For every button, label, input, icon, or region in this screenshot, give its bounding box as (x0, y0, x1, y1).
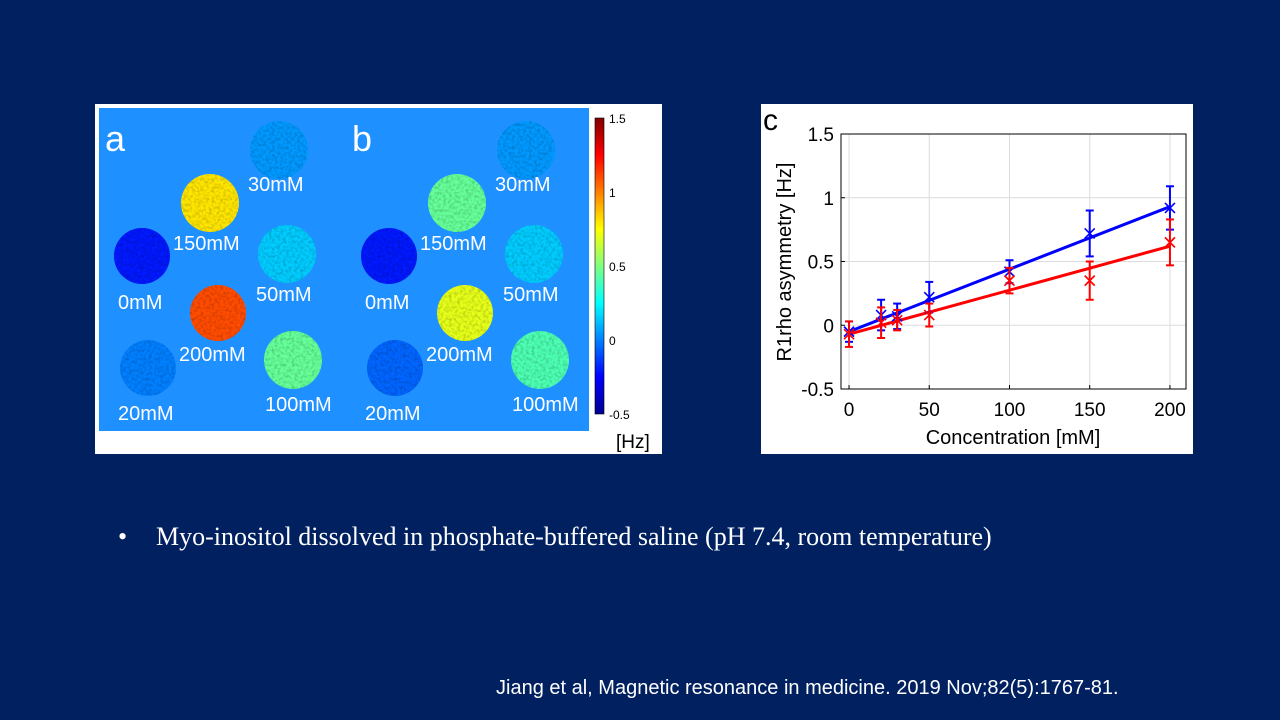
colorbar-tick-label: -0.5 (609, 408, 630, 422)
chart-ticks: 0 50 100 150 200 -0.5 0 0.5 1 1.5 (801, 125, 1186, 421)
y-tick-label: 1 (823, 189, 834, 210)
colorbar-ticks: 1.5 1 0.5 0 -0.5 (609, 112, 630, 422)
bullet-text: Myo-inositol dissolved in phosphate-buff… (156, 522, 992, 551)
phantom-label: 20mM (118, 403, 174, 425)
phantom-label: 50mM (256, 284, 312, 306)
x-marker (1084, 227, 1096, 240)
phantom-disc (428, 174, 486, 232)
phantom-disc (258, 225, 316, 283)
phantom-disc (181, 174, 239, 232)
x-marker (1164, 236, 1176, 248)
x-tick-label: 100 (994, 400, 1026, 421)
concentration-chart: c 0 50 100 150 200 -0.5 0 0.5 1 1.5 Concentration… (761, 104, 1193, 454)
r1rho-chart-svg: c 0 50 100 150 200 -0.5 0 0.5 1 1.5 Concentration… (763, 104, 1187, 449)
x-axis-label: Concentration [mM] (926, 427, 1101, 449)
x-marker (891, 314, 903, 326)
x-tick-label: 50 (919, 400, 940, 421)
x-marker (843, 328, 855, 340)
y-axis-label: R1rho asymmetry [Hz] (774, 163, 796, 362)
data-point-red (1084, 260, 1096, 301)
phantom-label: 100mM (512, 394, 579, 416)
x-marker (1164, 202, 1176, 214)
x-tick-label: 200 (1154, 400, 1186, 421)
colorbar-tick-label: 1 (609, 186, 616, 200)
phantom-label: 150mM (420, 233, 487, 255)
data-point-red (875, 306, 887, 339)
phantom-label: 0mM (118, 292, 162, 314)
phantom-disc (511, 331, 569, 389)
colorbar-unit: [Hz] (616, 432, 650, 453)
phantom-label: 200mM (179, 344, 246, 366)
phantom-disc (361, 228, 417, 284)
x-marker (923, 309, 935, 321)
phantom-disc (250, 121, 308, 179)
colorbar-tick-label: 1.5 (609, 112, 626, 126)
data-point-red (891, 308, 903, 332)
phantom-disc (190, 285, 246, 341)
phantom-disc (437, 285, 493, 341)
phantom-disc (264, 331, 322, 389)
x-tick-label: 150 (1074, 400, 1106, 421)
x-marker (1084, 275, 1096, 287)
phantom-disc (497, 121, 555, 179)
y-tick-label: 0.5 (808, 253, 834, 274)
phantom-label: 200mM (426, 344, 493, 366)
x-marker (1003, 275, 1016, 287)
phantom-label: 0mM (365, 292, 409, 314)
x-tick-label: 0 (844, 400, 855, 421)
colorbar (594, 117, 605, 415)
data-point-red (1164, 218, 1176, 267)
panel-b-label: b (352, 118, 372, 159)
chart-data-points (843, 185, 1176, 348)
panel-a-phantoms: 30mM 150mM 0mM 50mM 200mM 20mM 100mM (114, 121, 332, 425)
y-tick-label: -0.5 (801, 380, 834, 401)
parametric-maps-figure: a b 30mM 150mM 0mM 50mM 200mM 20mM 100mM 30mM 1… (95, 104, 662, 454)
phantom-label: 150mM (173, 233, 240, 255)
colorbar-tick-label: 0 (609, 334, 616, 348)
phantom-label: 30mM (495, 174, 551, 196)
panel-c-label: c (763, 104, 778, 137)
bullet-symbol: • (118, 522, 128, 551)
phantom-disc (367, 340, 423, 396)
y-tick-label: 1.5 (808, 125, 834, 146)
data-point-blue (1084, 209, 1096, 258)
phantom-label: 20mM (365, 403, 421, 425)
phantom-label: 30mM (248, 174, 304, 196)
phantom-label: 100mM (265, 394, 332, 416)
data-point-blue (1164, 185, 1176, 231)
chart-grid (841, 133, 1186, 390)
phantom-disc (505, 225, 563, 283)
colorbar-tick-label: 0.5 (609, 260, 626, 274)
x-marker (875, 317, 887, 329)
phantom-disc (114, 228, 170, 284)
y-tick-label: 0 (823, 316, 834, 337)
data-point-red (843, 320, 855, 348)
data-point-red (1003, 266, 1016, 295)
data-point-red (923, 302, 935, 328)
bullet-point: • Myo-inositol dissolved in phosphate-buf… (118, 522, 992, 552)
phantom-disc (120, 340, 176, 396)
citation: Jiang et al, Magnetic resonance in medic… (496, 677, 1119, 699)
phantom-label: 50mM (503, 284, 559, 306)
panel-a-label: a (105, 118, 126, 159)
x-marker (923, 291, 935, 303)
panel-b-phantoms: 30mM 150mM 0mM 50mM 200mM 20mM 100mM (361, 121, 579, 425)
